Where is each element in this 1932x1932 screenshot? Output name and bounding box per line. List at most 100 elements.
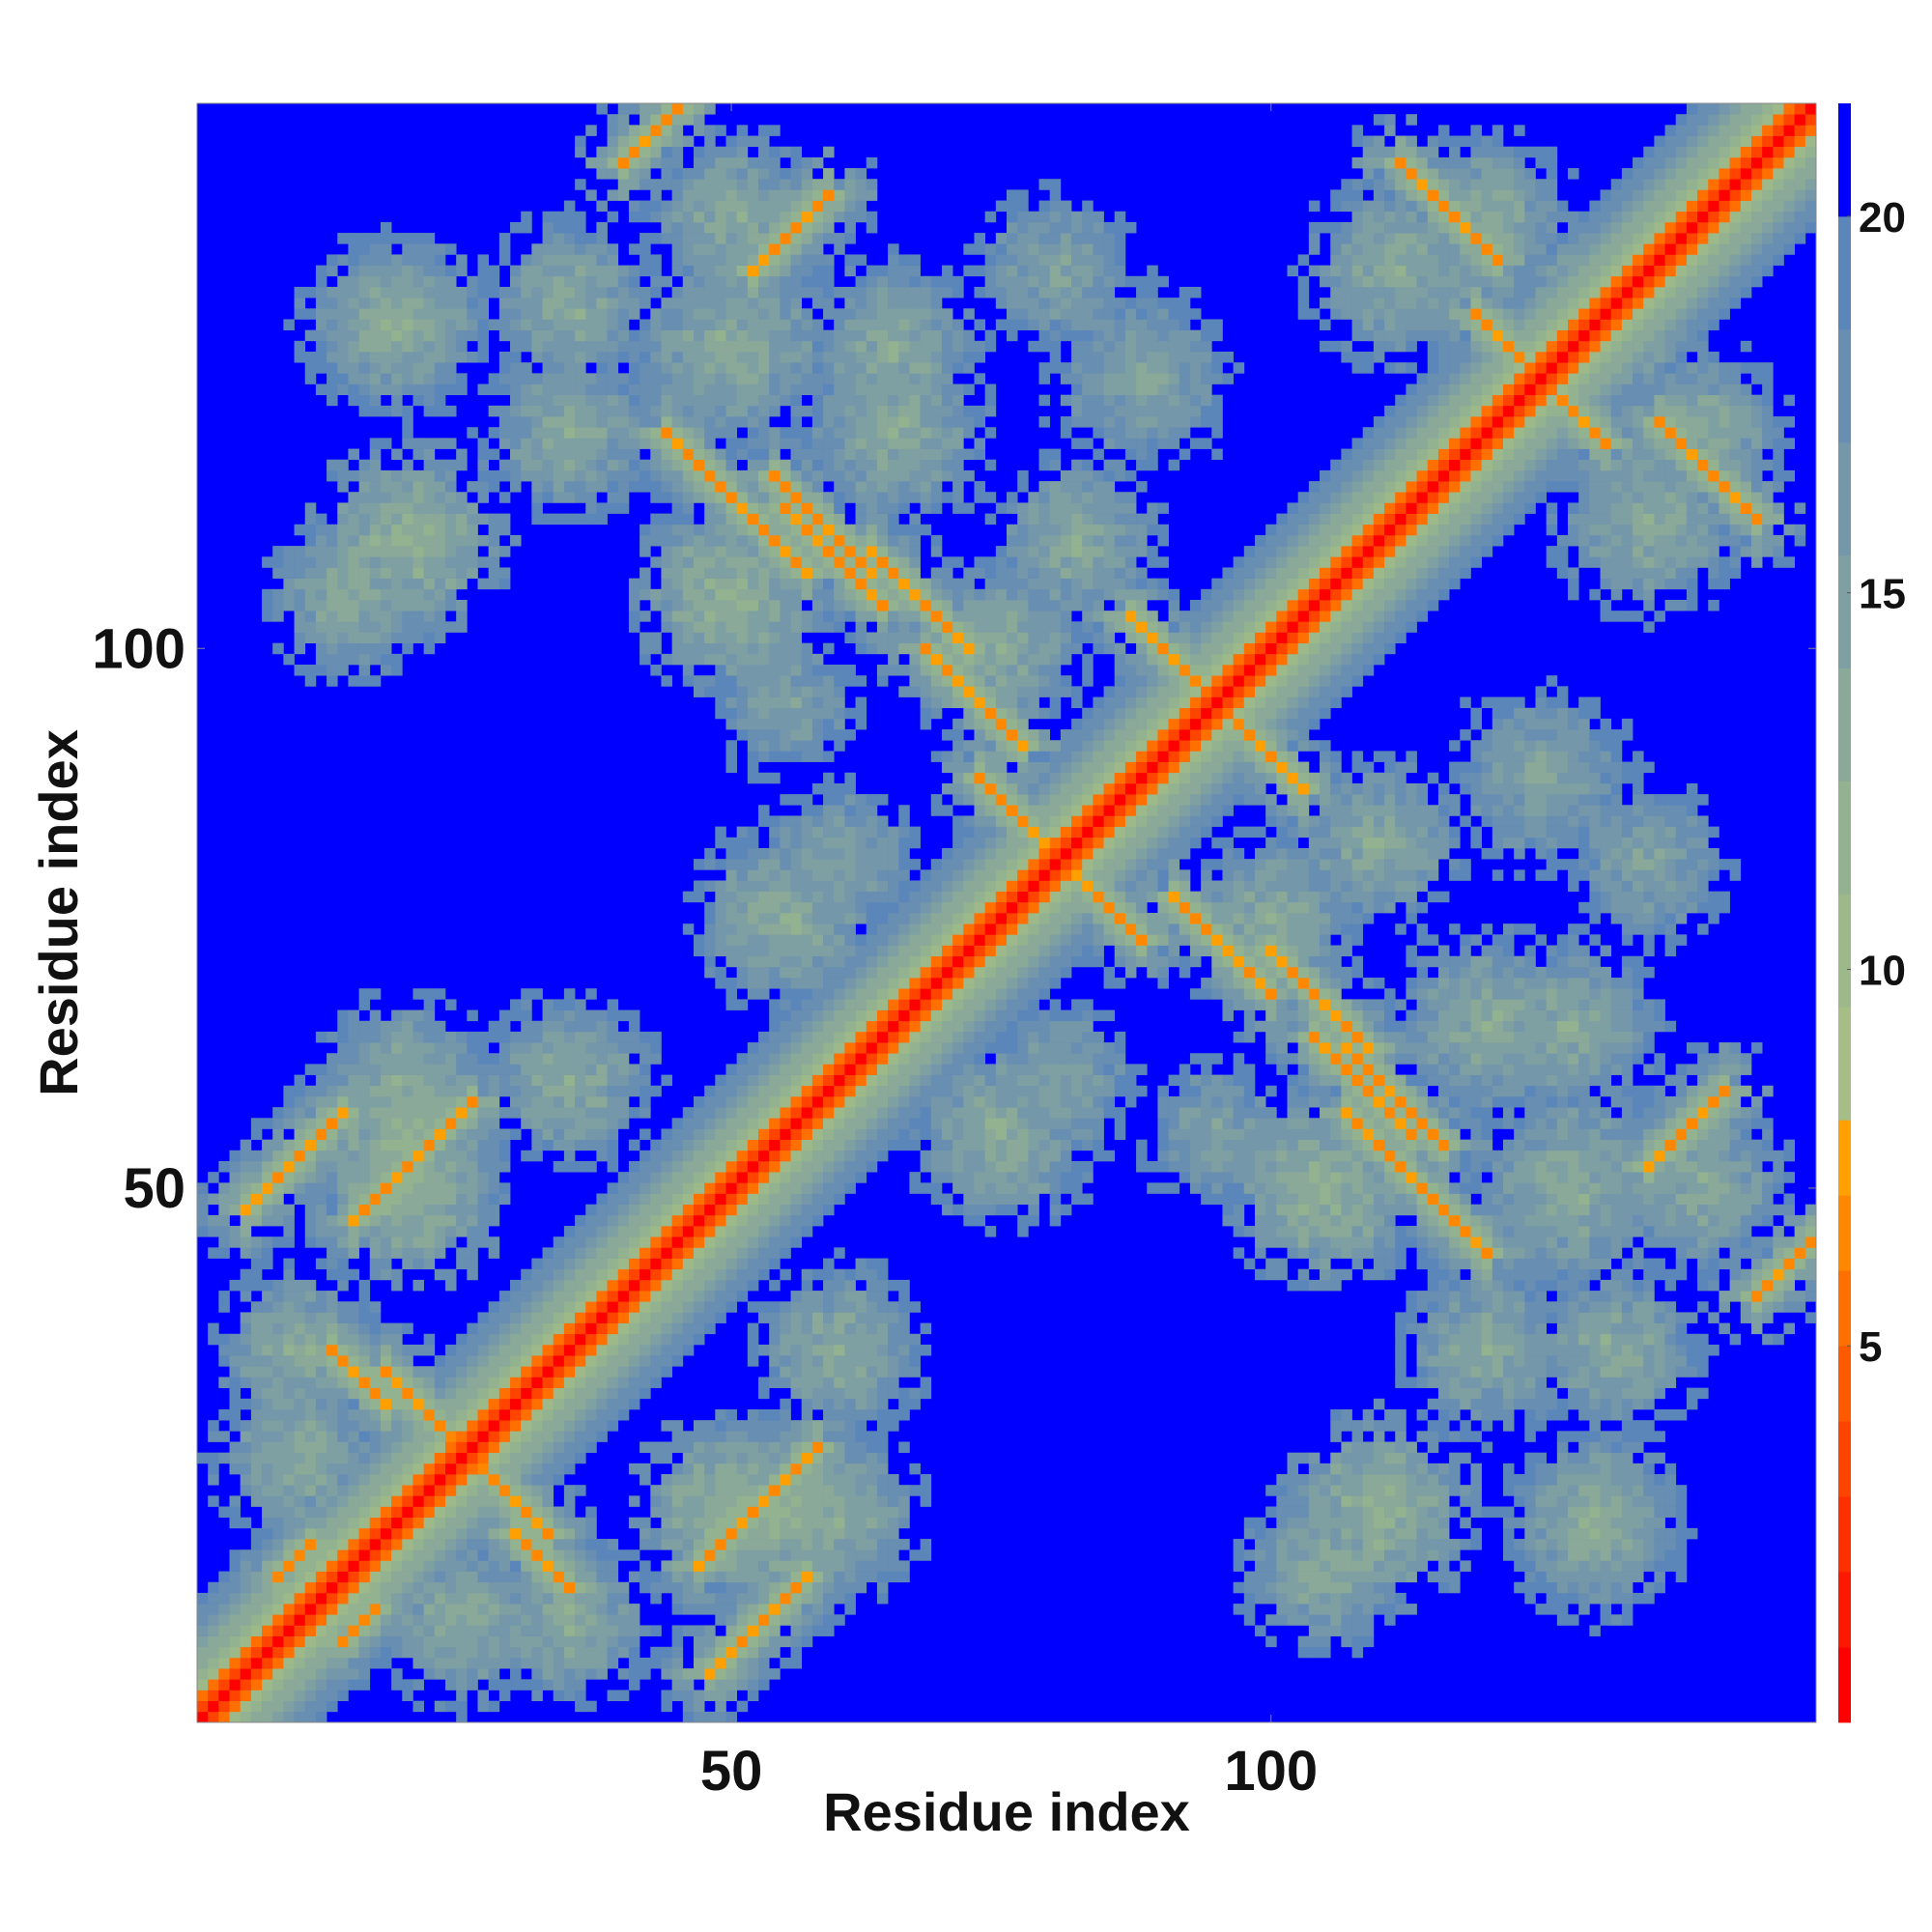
heatmap-cell xyxy=(715,200,726,213)
heatmap-cell xyxy=(456,373,468,384)
heatmap-cell xyxy=(704,1226,716,1237)
heatmap-cell xyxy=(337,621,349,633)
heatmap-cell xyxy=(477,1592,490,1605)
heatmap-cell xyxy=(456,556,468,568)
heatmap-cell xyxy=(369,1312,382,1323)
heatmap-cell xyxy=(218,1506,230,1519)
heatmap-cell xyxy=(337,1182,349,1194)
heatmap-cell xyxy=(628,1258,640,1270)
heatmap-cell xyxy=(769,1095,781,1108)
heatmap-cell xyxy=(510,1668,522,1680)
heatmap-cell xyxy=(488,1312,500,1323)
heatmap-cell xyxy=(715,1431,726,1442)
heatmap-cell xyxy=(197,1452,209,1464)
heatmap-cell xyxy=(553,1679,565,1690)
heatmap-cell xyxy=(510,1463,522,1475)
heatmap-cell xyxy=(510,481,522,493)
heatmap-cell xyxy=(811,611,824,622)
heatmap-cell xyxy=(811,653,824,666)
heatmap-cell xyxy=(531,254,543,266)
heatmap-cell xyxy=(488,1204,500,1216)
heatmap-cell xyxy=(542,351,554,363)
heatmap-cell xyxy=(617,1172,630,1183)
heatmap-cell xyxy=(780,524,791,536)
heatmap-cell xyxy=(521,1604,532,1615)
heatmap-cell xyxy=(596,416,608,428)
heatmap-cell xyxy=(780,665,791,676)
heatmap-cell xyxy=(272,1463,284,1475)
heatmap-cell xyxy=(769,1333,781,1346)
heatmap-cell xyxy=(412,1474,424,1486)
heatmap-cell xyxy=(294,1150,306,1162)
heatmap-cell xyxy=(391,1635,403,1648)
heatmap-cell xyxy=(801,1452,813,1464)
heatmap-cell xyxy=(553,1333,565,1346)
heatmap-cell xyxy=(521,1107,532,1119)
heatmap-cell xyxy=(725,492,738,503)
heatmap-cell xyxy=(790,642,803,655)
heatmap-cell xyxy=(780,978,791,989)
heatmap-cell xyxy=(304,1657,317,1669)
heatmap-cell xyxy=(521,1625,532,1636)
heatmap-cell xyxy=(736,362,749,374)
heatmap-cell xyxy=(704,1711,716,1723)
heatmap-cell xyxy=(542,405,554,417)
heatmap-cell xyxy=(585,384,597,396)
heatmap-cell xyxy=(488,1053,500,1065)
heatmap-cell xyxy=(369,1301,382,1313)
heatmap-cell xyxy=(715,1107,726,1119)
heatmap-cell xyxy=(229,1592,242,1605)
heatmap-cell xyxy=(510,1053,522,1065)
heatmap-cell xyxy=(467,427,478,439)
heatmap-cell xyxy=(801,384,813,396)
heatmap-cell xyxy=(402,534,413,547)
heatmap-cell xyxy=(704,308,716,320)
heatmap-cell xyxy=(747,1355,759,1367)
heatmap-cell xyxy=(780,1441,791,1454)
heatmap-cell xyxy=(628,448,640,461)
heatmap-cell xyxy=(736,481,749,493)
heatmap-cell xyxy=(294,1301,306,1313)
heatmap-cell xyxy=(348,254,359,266)
heatmap-cell xyxy=(358,1139,371,1151)
heatmap-cell xyxy=(444,1408,457,1421)
heatmap-cell xyxy=(811,1485,824,1496)
heatmap-cell xyxy=(521,265,532,277)
heatmap-cell xyxy=(542,1312,554,1323)
heatmap-cell xyxy=(704,675,716,687)
heatmap-cell xyxy=(423,329,436,342)
heatmap-cell xyxy=(769,934,781,946)
heatmap-cell xyxy=(758,448,770,461)
heatmap-cell xyxy=(412,384,424,396)
heatmap-cell xyxy=(531,1635,543,1648)
heatmap-cell xyxy=(327,1128,338,1140)
heatmap-cell xyxy=(315,1312,327,1323)
heatmap-cell xyxy=(272,1118,284,1129)
heatmap-cell xyxy=(596,254,608,266)
heatmap-cell xyxy=(262,1571,273,1583)
heatmap-cell xyxy=(294,1182,306,1194)
heatmap-cell xyxy=(531,1258,543,1270)
heatmap-cell xyxy=(575,1625,586,1636)
heatmap-cell xyxy=(585,416,597,428)
heatmap-cell xyxy=(639,1085,651,1097)
heatmap-cell xyxy=(693,1128,705,1140)
heatmap-cell xyxy=(790,438,803,449)
heatmap-cell xyxy=(337,1139,349,1151)
heatmap-cell xyxy=(607,351,619,363)
heatmap-cell xyxy=(617,114,630,126)
heatmap-cell xyxy=(283,1485,295,1496)
heatmap-cell xyxy=(607,1355,619,1367)
heatmap-cell xyxy=(704,546,716,557)
heatmap-cell xyxy=(315,632,327,644)
heatmap-cell xyxy=(369,1118,382,1129)
heatmap-cell xyxy=(197,1711,209,1723)
heatmap-cell xyxy=(488,513,500,526)
heatmap-cell xyxy=(456,1366,468,1378)
heatmap-cell xyxy=(542,286,554,298)
heatmap-cell xyxy=(747,448,759,461)
heatmap-cell xyxy=(444,384,457,396)
heatmap-cell xyxy=(671,168,684,180)
heatmap-cell xyxy=(758,1074,770,1087)
heatmap-cell xyxy=(607,1604,619,1615)
